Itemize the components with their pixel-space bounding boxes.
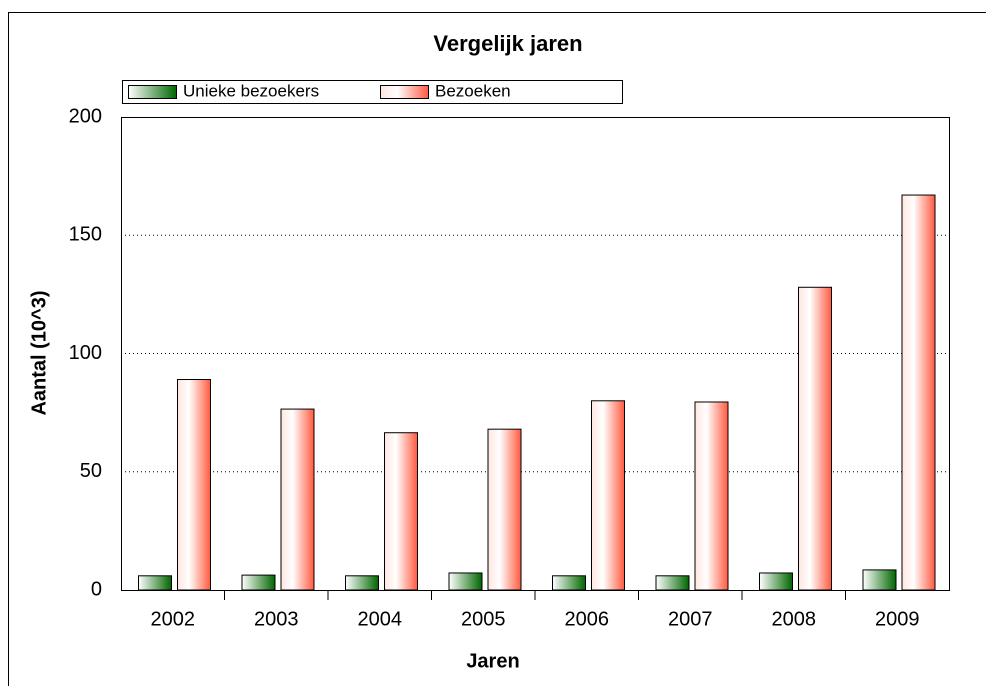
x-tick-label: 2007: [668, 608, 713, 630]
y-tick-label: 50: [80, 460, 102, 482]
bar: [694, 401, 729, 591]
bar: [241, 574, 276, 591]
legend-label: Bezoeken: [435, 81, 511, 100]
x-tick-label: 2005: [461, 608, 506, 630]
bar: [862, 569, 897, 591]
bar: [655, 575, 690, 591]
legend-swatch: [128, 85, 177, 99]
x-tick-label: 2003: [254, 608, 299, 630]
bar: [280, 408, 315, 591]
bar: [798, 286, 832, 591]
y-tick-label: 0: [91, 578, 102, 600]
bar: [591, 400, 625, 591]
legend-label: Unieke bezoekers: [183, 81, 319, 100]
bar: [345, 575, 379, 591]
frame: [8, 12, 986, 686]
x-tick-label: 2002: [151, 608, 196, 630]
bar: [759, 572, 793, 591]
bar: [138, 575, 172, 591]
x-tick-label: 2008: [772, 608, 817, 630]
bar: [384, 432, 418, 591]
bar: [177, 379, 211, 591]
chart-title: Vergelijk jaren: [433, 31, 582, 56]
y-tick-label: 200: [69, 105, 102, 127]
y-tick-label: 150: [69, 224, 102, 246]
y-axis-label: Aantal (10^3): [28, 290, 50, 415]
bar: [901, 194, 936, 591]
bar: [448, 572, 483, 591]
x-tick-label: 2004: [358, 608, 403, 630]
x-axis-label: Jaren: [466, 650, 519, 672]
x-tick-label: 2006: [565, 608, 610, 630]
bar: [552, 575, 586, 591]
x-tick-label: 2009: [875, 608, 920, 630]
bar: [487, 428, 522, 591]
legend: [122, 80, 623, 104]
legend-swatch: [380, 85, 429, 99]
y-tick-label: 100: [69, 342, 102, 364]
